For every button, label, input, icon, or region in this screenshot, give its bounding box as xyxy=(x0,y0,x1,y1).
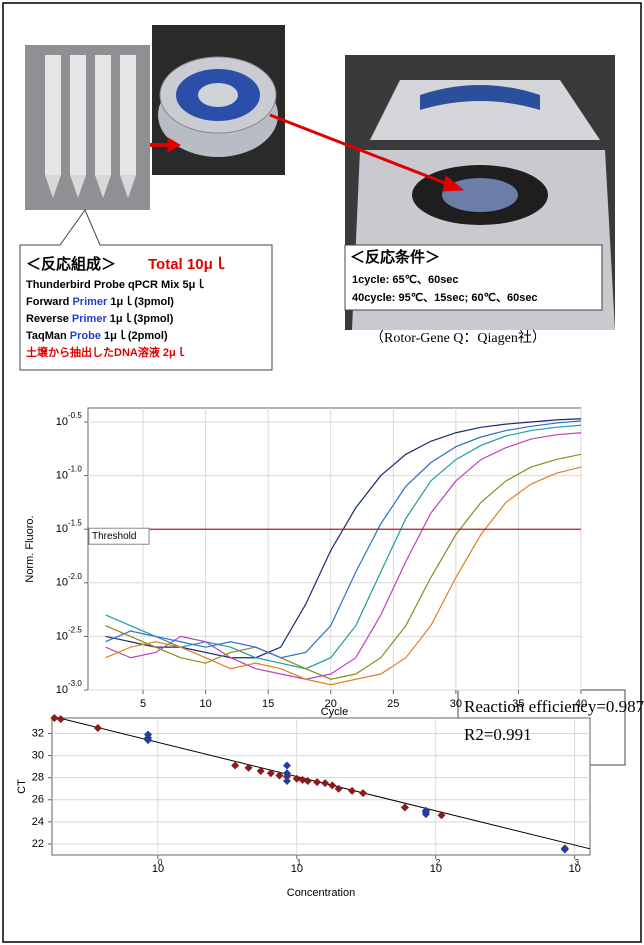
composition-line: Reverse Primer 1μｌ(3pmol) xyxy=(26,312,174,325)
text-segment: Reverse xyxy=(26,313,72,325)
composition-line: 土壌から抽出したDNA溶液 2μｌ xyxy=(26,345,187,359)
threshold-label: Threshold xyxy=(92,531,136,542)
text-segment: Primer xyxy=(72,313,108,325)
text-segment: Thunderbird Probe qPCR Mix 5μｌ xyxy=(26,278,206,291)
tick-label: 25 xyxy=(387,698,399,710)
composition-line: Thunderbird Probe qPCR Mix 5μｌ xyxy=(26,278,206,291)
tick-exponent: 0 xyxy=(158,858,163,867)
tick-label: 22 xyxy=(32,838,44,850)
conditions-line: 40cycle: 95℃、15sec; 60℃、60sec xyxy=(352,292,538,304)
tick-label: 30 xyxy=(32,749,44,761)
tick-label: 28 xyxy=(32,772,44,784)
x-axis-label: Concentration xyxy=(287,887,356,899)
tick-label: 32 xyxy=(32,727,44,739)
composition-line: TaqMan Probe 1μｌ(2pmol) xyxy=(26,329,168,342)
text-segment: Forward xyxy=(26,296,72,308)
x-axis-label: Cycle xyxy=(321,706,349,718)
y-axis-label: CT xyxy=(16,779,28,794)
tick-label: 26 xyxy=(32,794,44,806)
text-segment: Primer xyxy=(72,296,108,308)
tick-exponent: -1.0 xyxy=(68,465,82,474)
caption: （Rotor-Gene Q：Qiagen社） xyxy=(370,330,546,346)
rotor-photo xyxy=(152,25,285,175)
tick-label: 10 xyxy=(56,577,68,589)
tick-exponent: -2.0 xyxy=(68,572,82,581)
tick-label: 10 xyxy=(56,684,68,696)
text-segment: 1μｌ(3pmol) xyxy=(107,295,174,308)
tick-exponent: 3 xyxy=(575,858,580,867)
tick-exponent: -1.5 xyxy=(68,518,82,527)
tick-label: 30 xyxy=(450,698,462,710)
tick-label: 15 xyxy=(262,698,274,710)
text-segment: 1μｌ(2pmol) xyxy=(101,329,168,342)
y-axis-label: Norm. Fluoro. xyxy=(24,515,36,582)
tick-label: 10 xyxy=(56,469,68,481)
text-segment: 1μｌ(3pmol) xyxy=(107,312,174,325)
tube-photo xyxy=(25,45,150,210)
tick-label: 10 xyxy=(199,698,211,710)
tick-label: 5 xyxy=(140,698,146,710)
tick-label: 10 xyxy=(56,416,68,428)
text-segment: 土壌から抽出したDNA溶液 2μｌ xyxy=(26,345,187,359)
conditions-title: ＜反応条件＞ xyxy=(350,248,440,266)
tick-exponent: -0.5 xyxy=(68,411,82,420)
composition-line: Forward Primer 1μｌ(3pmol) xyxy=(26,295,174,308)
tick-exponent: 2 xyxy=(436,858,441,867)
text-segment: Probe xyxy=(70,330,101,342)
annotation: Reaction efficiency=0.987 xyxy=(464,697,644,716)
tick-exponent: -2.5 xyxy=(68,626,82,635)
tick-label: 10 xyxy=(56,523,68,535)
annotation: R2=0.991 xyxy=(464,725,532,744)
tick-exponent: 1 xyxy=(297,858,302,867)
tick-exponent: -3.0 xyxy=(68,679,82,688)
text-segment: TaqMan xyxy=(26,330,70,342)
tick-label: 10 xyxy=(56,630,68,642)
composition-total: Total 10μｌ xyxy=(148,256,228,273)
conditions-line: 1cycle: 65℃、60sec xyxy=(352,274,459,286)
figure: （Rotor-Gene Q：Qiagen社） ＜反応組成＞ Total 10μｌ… xyxy=(0,0,644,945)
composition-title: ＜反応組成＞ xyxy=(26,255,116,273)
tick-label: 24 xyxy=(32,816,44,828)
